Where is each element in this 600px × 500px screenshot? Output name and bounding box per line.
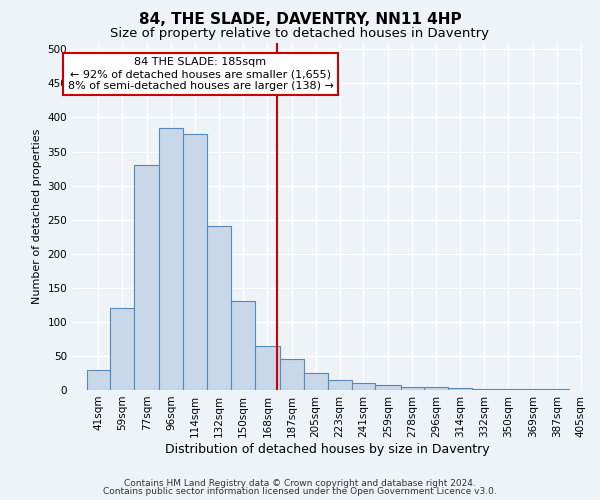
Bar	[255, 346, 280, 390]
Bar	[134, 165, 160, 390]
Text: 84 THE SLADE: 185sqm
← 92% of detached houses are smaller (1,655)
8% of semi-det: 84 THE SLADE: 185sqm ← 92% of detached h…	[68, 58, 334, 90]
Bar	[160, 128, 183, 390]
Bar	[86, 370, 110, 390]
Bar	[110, 308, 134, 390]
Bar	[424, 388, 448, 390]
Bar	[280, 360, 304, 390]
Bar	[352, 383, 376, 390]
Bar	[448, 388, 472, 390]
Bar	[207, 226, 231, 390]
Y-axis label: Number of detached properties: Number of detached properties	[32, 128, 42, 304]
Bar	[328, 380, 352, 390]
Bar	[401, 386, 424, 390]
X-axis label: Distribution of detached houses by size in Daventry: Distribution of detached houses by size …	[164, 442, 490, 456]
Text: Size of property relative to detached houses in Daventry: Size of property relative to detached ho…	[110, 28, 490, 40]
Bar	[231, 302, 255, 390]
Bar	[183, 134, 207, 390]
Text: Contains HM Land Registry data © Crown copyright and database right 2024.: Contains HM Land Registry data © Crown c…	[124, 478, 476, 488]
Text: 84, THE SLADE, DAVENTRY, NN11 4HP: 84, THE SLADE, DAVENTRY, NN11 4HP	[139, 12, 461, 28]
Bar	[496, 388, 521, 390]
Bar	[376, 384, 401, 390]
Bar	[304, 373, 328, 390]
Bar	[472, 388, 496, 390]
Text: Contains public sector information licensed under the Open Government Licence v3: Contains public sector information licen…	[103, 487, 497, 496]
